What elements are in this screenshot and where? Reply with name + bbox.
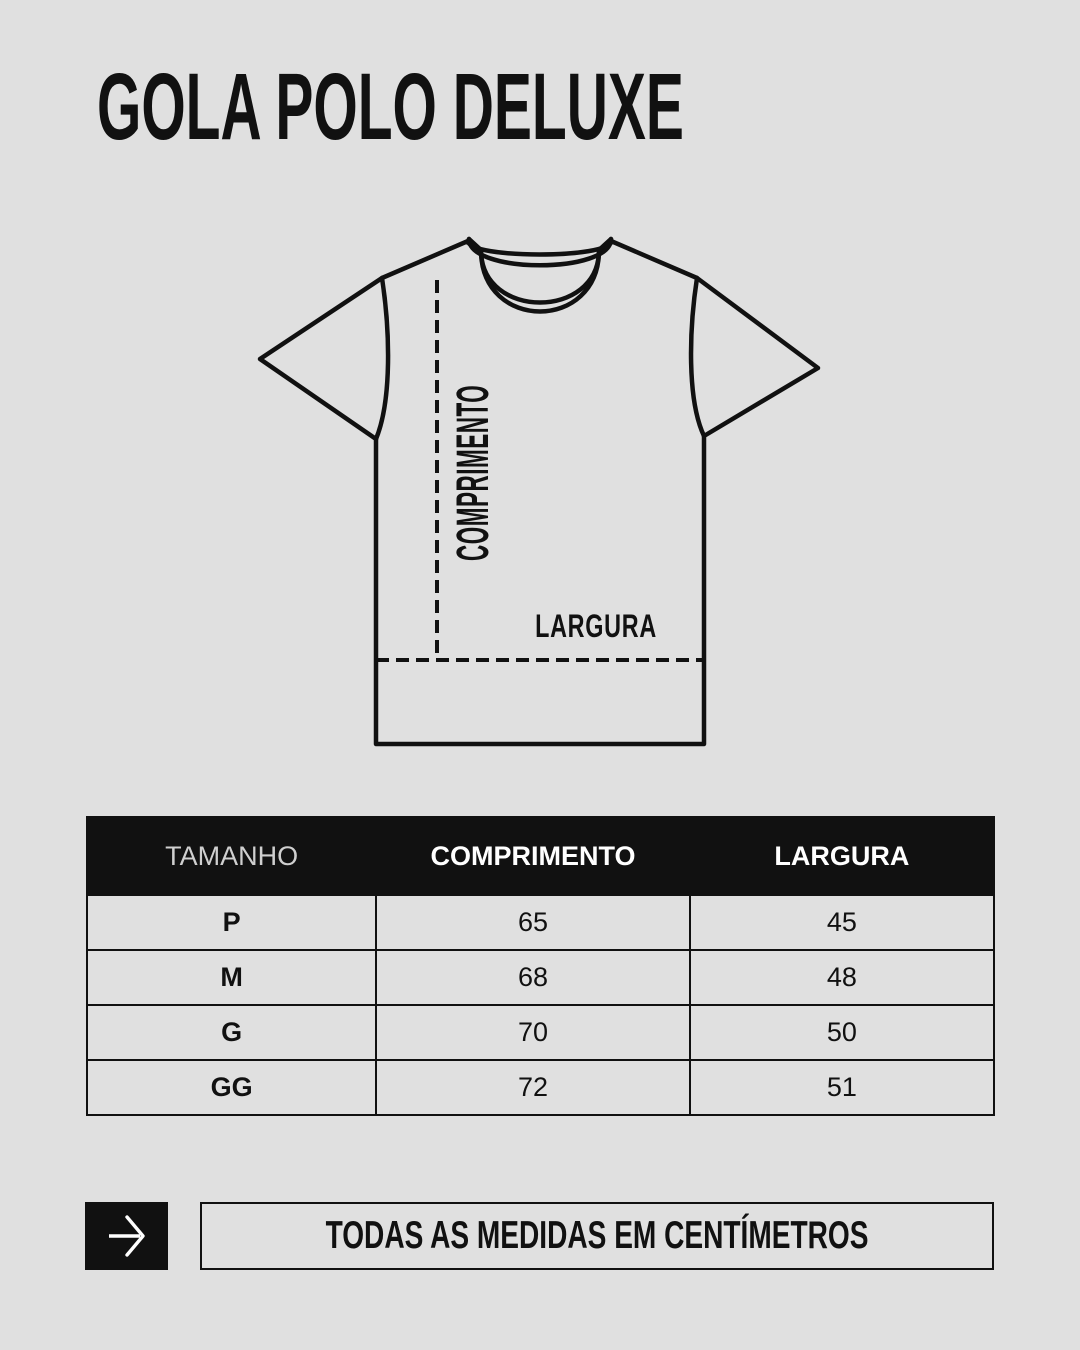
- svg-text:COMPRIMENTO: COMPRIMENTO: [448, 385, 499, 561]
- svg-text:LARGURA: LARGURA: [535, 608, 657, 643]
